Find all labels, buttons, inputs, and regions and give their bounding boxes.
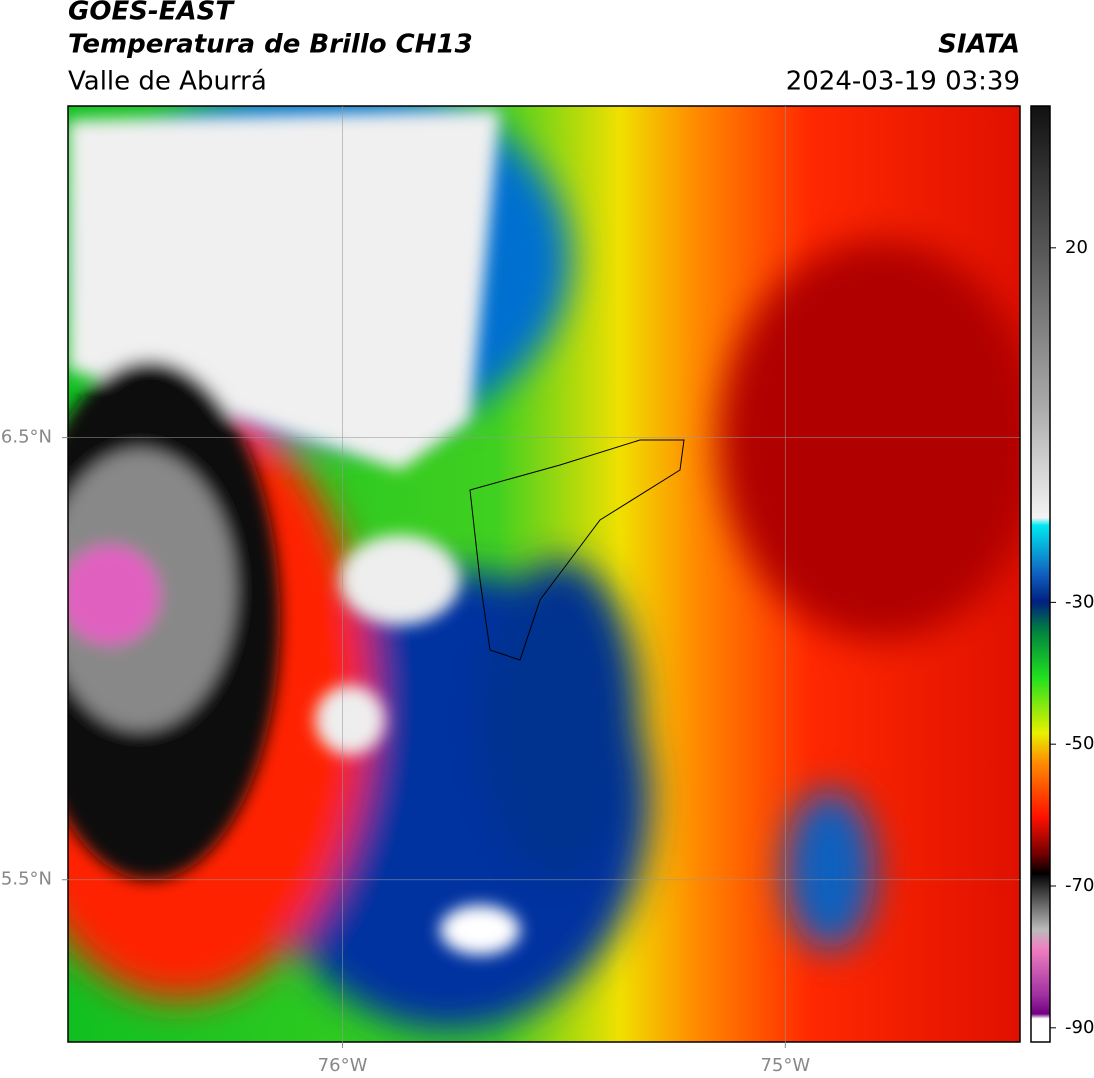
satellite-image xyxy=(68,106,1020,1042)
colorbar-tick-label: -90 xyxy=(1065,1017,1094,1038)
lat-tick-label: 6.5°N xyxy=(1,427,52,448)
lon-tick-label: 75°W xyxy=(760,1055,810,1076)
datetime: 2024-03-19 03:39 xyxy=(786,67,1020,97)
colorbar xyxy=(1030,105,1051,1043)
map-frame xyxy=(67,105,1021,1043)
colorbar-tick-label: -50 xyxy=(1065,733,1094,754)
lon-tick-label: 76°W xyxy=(318,1055,368,1076)
colorbar-tick-label: -70 xyxy=(1065,875,1094,896)
agency: SIATA xyxy=(938,30,1020,60)
product: Temperatura de Brillo CH13 xyxy=(68,30,473,60)
colorbar-tick-label: 20 xyxy=(1065,237,1088,258)
satellite: GOES-EAST xyxy=(68,0,235,27)
region: Valle de Aburrá xyxy=(68,67,267,97)
colorbar-tick-label: -30 xyxy=(1065,591,1094,612)
lat-tick-label: 5.5°N xyxy=(1,869,52,890)
